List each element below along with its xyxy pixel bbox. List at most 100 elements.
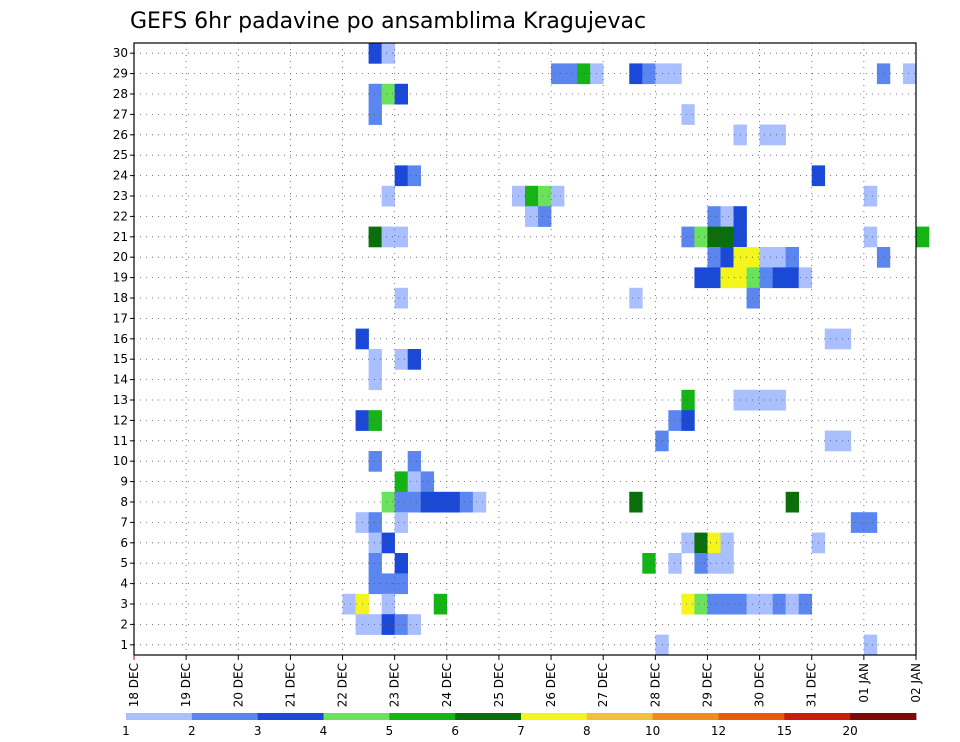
x-tick-label: 25 DEC: [492, 663, 506, 707]
heatmap-cell: [746, 389, 760, 411]
x-tick-label: 21 DEC: [283, 663, 297, 707]
x-tick-label: 02 JAN: [909, 663, 923, 703]
heatmap-cell: [772, 247, 786, 268]
heatmap-cell: [655, 634, 669, 656]
heatmap-cell: [876, 247, 891, 268]
heatmap-cell: [538, 206, 552, 227]
heatmap-cell: [668, 553, 682, 574]
legend-swatch: [257, 713, 324, 720]
heatmap-cell: [876, 63, 891, 85]
heatmap-cell: [720, 206, 734, 227]
heatmap-cell: [577, 63, 591, 85]
heatmap-cell: [381, 614, 395, 635]
x-tick-label: 18 DEC: [127, 663, 141, 707]
heatmap-cell: [694, 553, 708, 574]
plot-frame: [133, 42, 917, 656]
heatmap-cell: [837, 328, 852, 350]
y-tick-label: 15: [113, 352, 128, 366]
heatmap-cell: [394, 491, 408, 513]
heatmap-cell: [368, 410, 382, 431]
y-tick-label: 20: [113, 250, 128, 264]
color-legend: 1 2 3 4 5 6 7 8 10 12 15 20: [122, 713, 917, 738]
heatmap-cell: [629, 491, 643, 513]
heatmap-cell: [407, 349, 422, 370]
heatmap-cell: [538, 185, 552, 207]
heatmap-cell: [681, 410, 695, 431]
x-tick-label: 29 DEC: [700, 663, 714, 707]
heatmap-cell: [746, 267, 760, 289]
x-tick-label: 27 DEC: [596, 663, 610, 707]
legend-swatch: [586, 713, 654, 720]
x-tick-label: 28 DEC: [648, 663, 662, 707]
y-tick-label: 11: [113, 434, 128, 448]
y-tick-label: 30: [113, 46, 128, 60]
y-tick-label: 6: [120, 536, 128, 550]
y-tick-label: 13: [113, 393, 128, 407]
heatmap-cell: [368, 226, 382, 248]
heatmap-cell: [407, 165, 422, 187]
heatmap-cell: [551, 63, 565, 85]
legend-label: 7: [517, 724, 525, 738]
x-tick-label: 31 DEC: [805, 663, 819, 707]
legend-label: 12: [711, 724, 726, 738]
heatmap-cell: [394, 471, 408, 493]
heatmap-cell: [459, 491, 474, 513]
heatmap-cell: [655, 63, 669, 85]
heatmap-cell: [407, 451, 422, 472]
x-tick-label: 22 DEC: [336, 663, 350, 707]
heatmap-cell: [407, 471, 422, 493]
x-tick-label: 30 DEC: [753, 663, 767, 707]
heatmap-cell: [381, 43, 395, 64]
legend-swatch: [521, 713, 588, 720]
heatmap-cell: [394, 226, 408, 248]
legend-swatch: [455, 713, 522, 720]
heatmap-cells: [342, 43, 930, 656]
legend-label: 1: [122, 724, 130, 738]
heatmap-cell: [707, 267, 721, 289]
y-tick-label: 12: [113, 413, 128, 427]
heatmap-cell: [707, 226, 721, 248]
legend-label: 15: [777, 724, 792, 738]
heatmap-cell: [564, 63, 578, 85]
heatmap-cell: [707, 247, 721, 268]
x-tick-label: 20 DEC: [231, 663, 245, 707]
heatmap-cell: [525, 206, 539, 227]
heatmap-cell: [342, 593, 356, 615]
heatmap-cell: [746, 593, 760, 615]
heatmap-cell: [394, 349, 408, 370]
heatmap-cell: [746, 247, 760, 268]
heatmap-cell: [863, 185, 878, 207]
x-tick-label: 26 DEC: [544, 663, 558, 707]
legend-label: 5: [386, 724, 394, 738]
legend-label: 2: [188, 724, 196, 738]
y-tick-label: 8: [120, 495, 128, 509]
x-axis-ticks: 18 DEC 19 DEC 20 DEC 21 DEC 22 DEC 23 DEC 24 D…: [127, 655, 923, 707]
heatmap-cell: [381, 185, 395, 207]
gridlines: [133, 43, 917, 655]
heatmap-cell: [472, 491, 487, 513]
y-tick-label: 1: [120, 638, 128, 652]
heatmap-cell: [407, 491, 422, 513]
y-tick-label: 2: [120, 617, 128, 631]
heatmap-cell: [394, 614, 408, 635]
heatmap-cell: [368, 83, 382, 105]
heatmap-cell: [785, 267, 799, 289]
heatmap-cell: [681, 104, 695, 125]
heatmap-cell: [394, 573, 408, 595]
heatmap-cell: [707, 553, 721, 574]
heatmap-cell: [668, 410, 682, 431]
heatmap-cell: [394, 512, 408, 533]
y-tick-label: 29: [113, 67, 128, 81]
heatmap-cell: [394, 287, 408, 309]
legend-label: 8: [583, 724, 591, 738]
heatmap-cell: [368, 349, 382, 370]
heatmap-cell: [785, 593, 799, 615]
y-tick-label: 21: [113, 230, 128, 244]
heatmap-cell: [368, 614, 382, 635]
heatmap-cell: [720, 532, 734, 554]
heatmap-cell: [824, 430, 839, 452]
legend-swatch: [784, 713, 851, 720]
heatmap-cell: [381, 226, 395, 248]
heatmap-cell: [420, 471, 435, 493]
heatmap-cell: [759, 389, 773, 411]
